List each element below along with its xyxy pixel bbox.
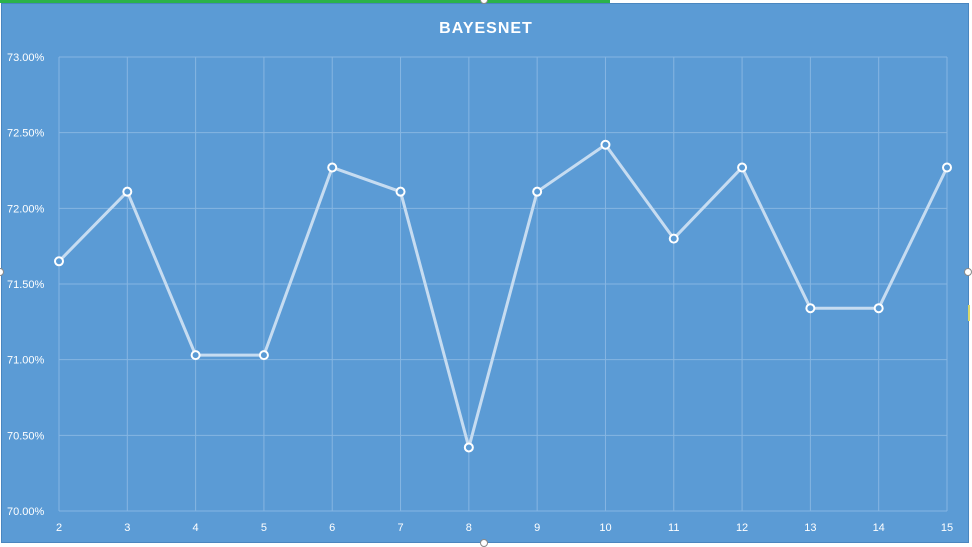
data-point[interactable] <box>463 442 474 453</box>
y-tick-label: 71.50% <box>7 279 45 291</box>
chart-area[interactable]: BAYESNET 70.00% 70.50% 71.00% 71.50% 72.00% 7… <box>1 3 969 543</box>
x-tick-label: 5 <box>261 522 267 534</box>
chart-title[interactable]: BAYESNET <box>439 20 533 37</box>
x-tick-label: 9 <box>534 522 540 534</box>
x-tick-label: 12 <box>736 522 748 534</box>
resize-handle-right[interactable] <box>964 268 972 276</box>
x-tick-label: 15 <box>941 522 953 534</box>
y-tick-label: 72.50% <box>7 128 45 140</box>
data-point[interactable] <box>600 139 611 150</box>
x-tick-label: 11 <box>668 522 679 534</box>
x-tick-label: 10 <box>599 522 611 534</box>
x-tick-label: 7 <box>397 522 403 534</box>
data-point[interactable] <box>395 186 406 197</box>
data-point[interactable] <box>327 162 338 173</box>
y-tick-label: 73.00% <box>7 52 45 64</box>
data-point[interactable] <box>532 186 543 197</box>
data-point[interactable] <box>190 350 201 361</box>
x-tick-label: 3 <box>124 522 130 534</box>
data-point[interactable] <box>737 162 748 173</box>
worksheet-cell-border <box>0 0 610 3</box>
data-point[interactable] <box>668 233 679 244</box>
data-point[interactable] <box>54 256 64 267</box>
plot-area[interactable]: 70.00% 70.50% 71.00% 71.50% 72.00% 72.50% 73.0… <box>2 4 970 544</box>
data-point[interactable] <box>942 162 952 173</box>
y-tick-label: 70.50% <box>7 430 45 442</box>
data-point[interactable] <box>805 303 816 314</box>
data-point[interactable] <box>258 350 269 361</box>
scroll-marker <box>968 305 970 321</box>
resize-handle-bottom[interactable] <box>480 539 488 547</box>
y-tick-label: 70.00% <box>7 506 45 518</box>
y-tick-label: 71.00% <box>7 355 45 367</box>
x-tick-label: 4 <box>193 522 199 534</box>
x-tick-label: 6 <box>329 522 335 534</box>
data-point[interactable] <box>122 186 133 197</box>
x-tick-label: 14 <box>873 522 885 534</box>
data-point[interactable] <box>873 303 884 314</box>
x-tick-label: 13 <box>804 522 816 534</box>
series-line <box>57 143 949 449</box>
x-tick-label: 8 <box>466 522 472 534</box>
y-tick-label: 72.00% <box>7 203 45 215</box>
x-tick-label: 2 <box>56 522 62 534</box>
